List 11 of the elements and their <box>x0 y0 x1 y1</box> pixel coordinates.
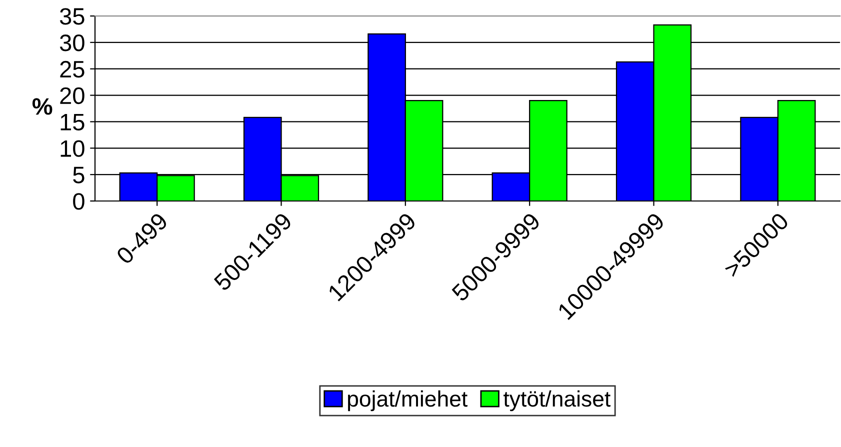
y-tick-label: 10 <box>60 140 84 157</box>
y-tick-label: 20 <box>60 87 84 104</box>
y-tick-label: 25 <box>60 60 84 78</box>
y-tick-label: 35 <box>60 8 84 25</box>
legend-label: pojat/miehet <box>348 390 468 412</box>
y-tick-label: 5 <box>73 166 84 184</box>
y-tick-label: 30 <box>60 34 84 52</box>
legend-label: tytöt/naiset <box>504 390 610 412</box>
y-tick-label: 15 <box>60 114 84 130</box>
y-axis-title: % <box>32 98 52 115</box>
y-tick-label: 0 <box>73 193 84 210</box>
